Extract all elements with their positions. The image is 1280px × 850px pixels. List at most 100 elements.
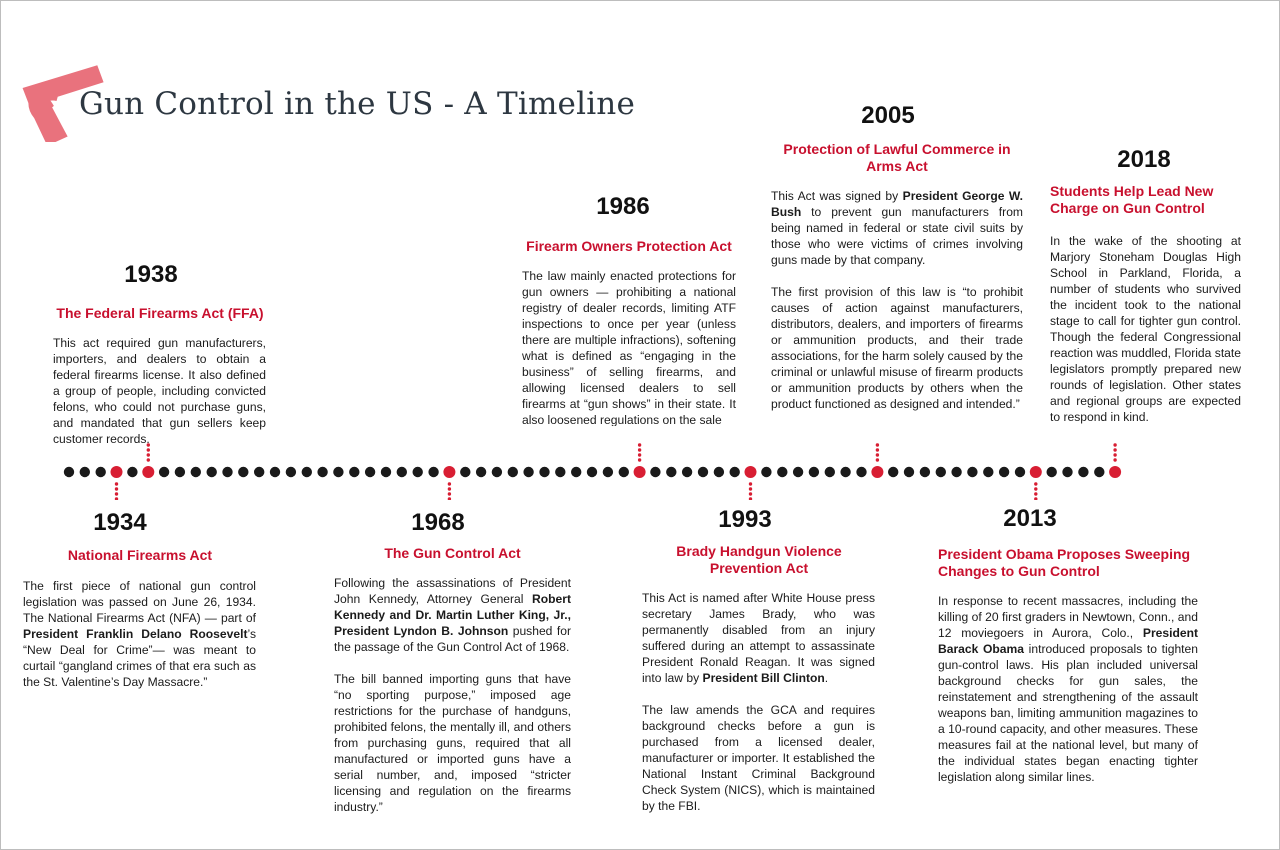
timeline-dot (174, 466, 186, 478)
event-1938-year: 1938 (124, 261, 178, 288)
timeline-connector-dot (146, 443, 150, 447)
timeline-connector-dot (875, 453, 880, 457)
timeline-marker (443, 466, 456, 478)
body-paragraph: The law mainly enacted protections for g… (522, 269, 736, 426)
timeline-marker (744, 466, 757, 478)
timeline-connector-dot (1034, 487, 1038, 491)
timeline-marker (110, 466, 123, 478)
event-2013-year: 2013 (1003, 505, 1057, 532)
event-1934-heading: National Firearms Act (67, 547, 213, 563)
timeline-dot (808, 466, 820, 478)
timeline-dot (222, 466, 233, 478)
timeline-connector-dot (114, 492, 119, 496)
timeline-dot (206, 466, 217, 478)
timeline-marker (871, 466, 884, 478)
event-2005-body: This Act was signed by President George … (771, 188, 1023, 428)
timeline-dot (618, 466, 629, 478)
body-paragraph: The first provision of this law is “to p… (771, 285, 1023, 411)
timeline-dot (95, 466, 106, 478)
timeline-connector-dot (447, 492, 452, 496)
timeline-dot (935, 466, 946, 478)
event-2005-heading: Protection of Lawful Commerce in Arms Ac… (783, 141, 1011, 174)
timeline-connector-dot (114, 487, 119, 491)
timeline-dot (349, 466, 360, 478)
timeline-dot (254, 466, 265, 478)
event-2018-year: 2018 (1117, 146, 1171, 173)
timeline-connector-dot (637, 443, 642, 447)
event-2005-year: 2005 (861, 102, 915, 129)
timeline-dot (777, 466, 788, 478)
timeline-connector-dot (447, 487, 452, 491)
timeline-dot (586, 466, 598, 478)
timeline-marker (633, 466, 646, 478)
timeline-dot (903, 466, 915, 478)
timeline-marker (142, 466, 155, 478)
timeline-dot (127, 466, 138, 478)
body-paragraph: This Act is named after White House pres… (642, 591, 875, 685)
timeline-marker (1029, 466, 1042, 478)
event-1968-body: Following the assassinations of Presiden… (334, 575, 571, 831)
event-1938-body: This act required gun manufacturers, imp… (53, 335, 266, 463)
timeline-connector-dot (114, 482, 119, 486)
timeline-dot (364, 466, 376, 478)
body-paragraph: This act required gun manufacturers, imp… (53, 336, 266, 446)
timeline-dot (507, 466, 518, 478)
event-1986-body: The law mainly enacted protections for g… (522, 268, 736, 426)
body-paragraph: In the wake of the shooting at Marjory S… (1050, 234, 1241, 424)
timeline-dot (539, 466, 550, 478)
timeline-dot (555, 466, 566, 478)
body-paragraph: The bill banned importing guns that have… (334, 672, 571, 814)
timeline-connector-dot (146, 448, 150, 452)
timeline-dot (190, 466, 201, 478)
timeline-connector-dot (637, 453, 642, 457)
timeline-marker (1109, 466, 1122, 478)
timeline-connector-dot (114, 497, 119, 500)
timeline-dot (761, 466, 772, 478)
timeline-dot (1062, 466, 1073, 478)
event-1934-year: 1934 (93, 509, 147, 536)
timeline-dot (317, 466, 328, 478)
page-title: Gun Control in the US - A Timeline (79, 86, 636, 122)
timeline-dot (475, 466, 487, 478)
timeline-connector-dot (637, 458, 642, 462)
timeline-connector-dot (447, 497, 452, 500)
event-1993-body: This Act is named after White House pres… (642, 590, 875, 830)
timeline-connector-dot (1113, 443, 1117, 447)
event-2013-heading: President Obama Proposes Sweeping Change… (938, 546, 1191, 579)
timeline-dot (491, 466, 503, 478)
timeline-dot (856, 466, 867, 478)
timeline-dot (396, 466, 407, 478)
timeline-dot (428, 466, 439, 478)
timeline-dot (301, 466, 312, 478)
timeline-dot (1046, 466, 1057, 478)
timeline-dot (1094, 466, 1105, 478)
body-paragraph: In response to recent massacres, includi… (938, 594, 1198, 784)
timeline-connector-dot (748, 497, 753, 500)
event-2018-body: In the wake of the shooting at Marjory S… (1050, 233, 1241, 441)
timeline-dot (1014, 466, 1026, 478)
timeline-track (63, 443, 1122, 500)
timeline-dot (63, 466, 75, 478)
body-paragraph: Following the assassinations of Presiden… (334, 576, 571, 654)
body-paragraph: The law amends the GCA and requires back… (642, 703, 875, 813)
body-paragraph: This Act was signed by President George … (771, 189, 1024, 267)
timeline-dot (238, 466, 249, 478)
timeline-connector-dot (1113, 458, 1117, 462)
timeline-dot (983, 466, 994, 478)
event-1993-year: 1993 (718, 506, 772, 533)
timeline-connector-dot (748, 482, 753, 486)
event-1934-body: The first piece of national gun control … (23, 578, 256, 706)
timeline-connector-dot (146, 458, 150, 462)
timeline-dot (412, 466, 423, 478)
timeline-connector-dot (875, 458, 880, 462)
event-1986-heading: Firearm Owners Protection Act (526, 238, 732, 254)
timeline-dot (792, 466, 804, 478)
event-1993-heading: Brady Handgun Violence Prevention Act (676, 543, 842, 576)
timeline-dot (380, 466, 392, 478)
timeline-connector-dot (875, 443, 880, 447)
timeline-dot (650, 466, 661, 478)
timeline-connector-dot (447, 482, 452, 486)
timeline-dot (285, 466, 297, 478)
timeline-dot (729, 466, 740, 478)
timeline-dot (697, 466, 709, 478)
